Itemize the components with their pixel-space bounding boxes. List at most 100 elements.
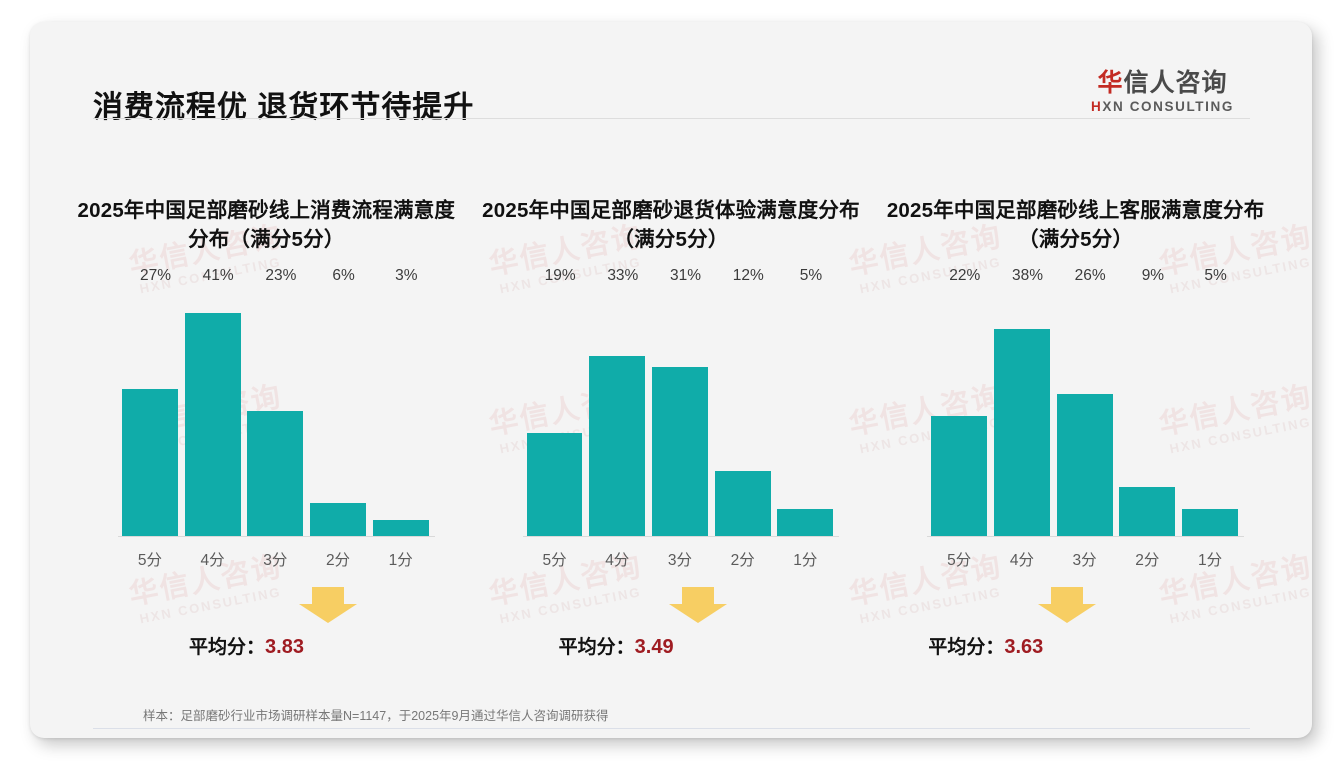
bar[interactable]: 19% [526,267,583,536]
bar-item[interactable]: 22% [931,267,988,536]
plot-area: 22% 38% 26% 9% 5% [927,267,1244,537]
charts-row: 2025年中国足部磨砂线上消费流程满意度分布（满分5分） 27% 41% 23% 6% 3… [64,162,1278,662]
bar-group: 27% 41% 23% 6% 3% [122,267,429,536]
arrow-shaft [681,587,714,605]
bar-item[interactable]: 31% [652,267,708,536]
bar-item[interactable]: 38% [994,267,1050,536]
x-axis-tick: 3分 [263,552,288,569]
bar[interactable]: 22% [931,267,988,536]
x-axis-tick: 5分 [947,552,972,569]
bar[interactable]: 9% [1119,267,1176,536]
bar-value-label: 38% [1011,267,1043,284]
bar-item[interactable]: 23% [247,267,304,536]
bar[interactable]: 33% [589,267,646,536]
bar-item[interactable]: 26% [1056,267,1113,536]
bar-value-label: 33% [607,267,639,284]
chart-panel: 2025年中国足部磨砂退货体验满意度分布（满分5分） 19% 33% 31% 12% 5%… [469,162,874,662]
x-axis-tick: 3分 [1072,552,1097,569]
bar-value-label: 12% [732,267,764,284]
x-axis-tick: 5分 [137,552,162,569]
bar[interactable]: 3% [372,267,429,536]
bar-value-label: 3% [395,267,418,284]
bar[interactable]: 12% [714,267,771,536]
bar-item[interactable]: 19% [526,267,583,536]
down-arrow-icon [1038,587,1097,623]
average-score-value: 3.49 [634,636,674,658]
slide-footer: ©2025.11 HXR华信人咨询 www.hxrcon.com [30,734,1312,738]
down-arrow-icon [668,587,727,623]
bar-value-label: 26% [1074,267,1106,284]
average-score-text: 平均分：3.83 [189,632,304,659]
average-score-label: 平均分： [189,637,266,658]
bar-value-label: 6% [332,267,355,284]
average-score-text: 平均分：3.63 [928,632,1043,659]
bar-value-label: 23% [265,267,297,284]
x-axis-tick: 4分 [605,552,630,569]
chart-panel: 2025年中国足部磨砂线上消费流程满意度分布（满分5分） 27% 41% 23% 6% 3… [64,162,469,662]
x-axis-tick: 1分 [388,552,413,569]
logo-text-cn: 华信人咨询 [1075,70,1250,96]
bar[interactable]: 5% [777,267,834,536]
logo-cn-rest: 信人咨询 [1123,69,1228,97]
bar-value-label: 5% [799,267,823,284]
bar[interactable]: 27% [122,267,178,536]
bar-item[interactable]: 33% [589,267,646,536]
bar-group: 22% 38% 26% 9% 5% [931,267,1238,536]
bar-item[interactable]: 3% [372,267,429,536]
x-axis-tick: 4分 [200,552,225,569]
bar-item[interactable]: 9% [1119,267,1176,536]
plot-area: 19% 33% 31% 12% 5% [522,267,840,537]
bar-item[interactable]: 6% [310,267,366,536]
average-score-value: 3.83 [265,636,304,658]
bar-value-label: 9% [1141,267,1165,284]
logo-cn-first-char: 华 [1097,69,1124,97]
footer-divider [93,728,1250,729]
bar-item[interactable]: 27% [122,267,178,536]
x-axis-tick: 2分 [730,552,755,569]
x-axis-tick-labels: 5分 4分 3分 2分 1分 [527,548,834,570]
sample-footnote: 样本：足部磨砂行业市场调研样本量N=1147，于2025年9月通过华信人咨询调研… [143,709,609,723]
average-score-block: 平均分：3.83 [64,587,469,667]
x-axis-tick-labels: 5分 4分 3分 2分 1分 [931,548,1238,570]
plot-area: 27% 41% 23% 6% 3% [118,267,435,537]
bar[interactable]: 5% [1182,267,1238,536]
bar-value-label: 31% [670,267,702,284]
average-score-text: 平均分：3.49 [559,632,674,659]
x-axis-tick: 2分 [1135,552,1160,569]
chart-panel: 2025年中国足部磨砂线上客服满意度分布（满分5分） 22% 38% 26% 9% 5% 5… [873,162,1278,662]
x-axis-tick-labels: 5分 4分 3分 2分 1分 [122,548,429,570]
average-score-label: 平均分： [558,637,635,658]
page-title: 消费流程优 退货环节待提升 [93,91,475,124]
x-axis-tick: 2分 [325,552,351,569]
x-axis-line [522,536,840,537]
bar-item[interactable]: 5% [777,267,834,536]
arrow-shaft [1051,587,1084,605]
x-axis-tick: 3分 [667,552,693,569]
logo-en-rest: XN CONSULTING [1102,99,1234,115]
bar[interactable]: 6% [310,267,366,536]
x-axis-tick: 1分 [793,552,818,569]
bar[interactable]: 41% [184,267,241,536]
x-axis-tick: 4分 [1009,552,1034,569]
bar[interactable]: 31% [652,267,708,536]
bar-item[interactable]: 12% [714,267,771,536]
average-score-label: 平均分： [928,637,1005,658]
arrow-head [668,604,727,623]
bar[interactable]: 38% [994,267,1050,536]
bar-item[interactable]: 41% [184,267,241,536]
down-arrow-icon [299,587,357,623]
chart-title: 2025年中国足部磨砂退货体验满意度分布（满分5分） [482,199,860,252]
slide-card: 华信人咨询 HXN CONSULTING 华信人咨询 HXN CONSULTING 华信… [30,22,1312,738]
bar-value-label: 22% [949,267,981,284]
bar[interactable]: 23% [247,267,304,536]
chart-title: 2025年中国足部磨砂线上消费流程满意度分布（满分5分） [77,199,456,252]
arrow-head [299,604,357,623]
x-axis-line [118,536,435,537]
bar[interactable]: 26% [1056,267,1113,536]
average-score-value: 3.63 [1004,636,1044,658]
x-axis-tick: 5分 [542,552,567,569]
average-score-block: 平均分：3.63 [873,587,1278,667]
bar-value-label: 27% [139,267,171,284]
header-divider [93,118,1250,119]
bar-item[interactable]: 5% [1182,267,1238,536]
